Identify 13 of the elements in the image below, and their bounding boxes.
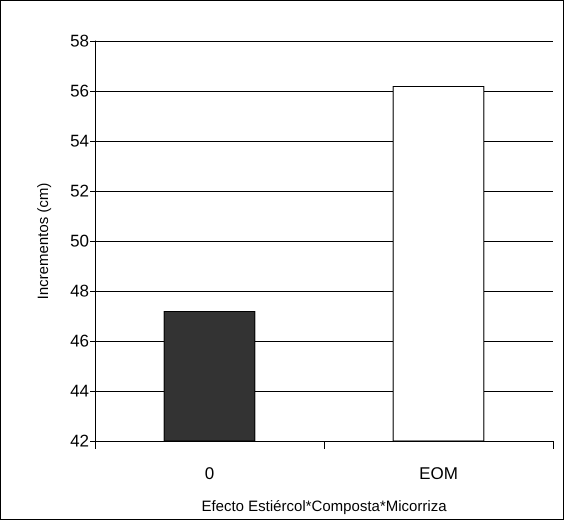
x-tick-label: EOM bbox=[419, 464, 458, 483]
y-tick-label: 50 bbox=[70, 232, 89, 250]
y-tick-label: 46 bbox=[70, 332, 89, 350]
y-tick-label: 48 bbox=[70, 282, 89, 300]
y-axis-title: Incrementos (cm) bbox=[35, 182, 52, 300]
y-tick-label: 52 bbox=[70, 182, 89, 200]
y-tick-label: 44 bbox=[70, 382, 89, 400]
y-tick-label: 56 bbox=[70, 82, 89, 100]
y-tick-label: 42 bbox=[70, 432, 89, 450]
x-axis-title: Efecto Estiércol*Composta*Micorriza bbox=[201, 498, 448, 515]
y-tick-label: 58 bbox=[70, 32, 89, 50]
x-tick-label: 0 bbox=[204, 464, 214, 483]
y-tick-label: 54 bbox=[70, 132, 89, 150]
